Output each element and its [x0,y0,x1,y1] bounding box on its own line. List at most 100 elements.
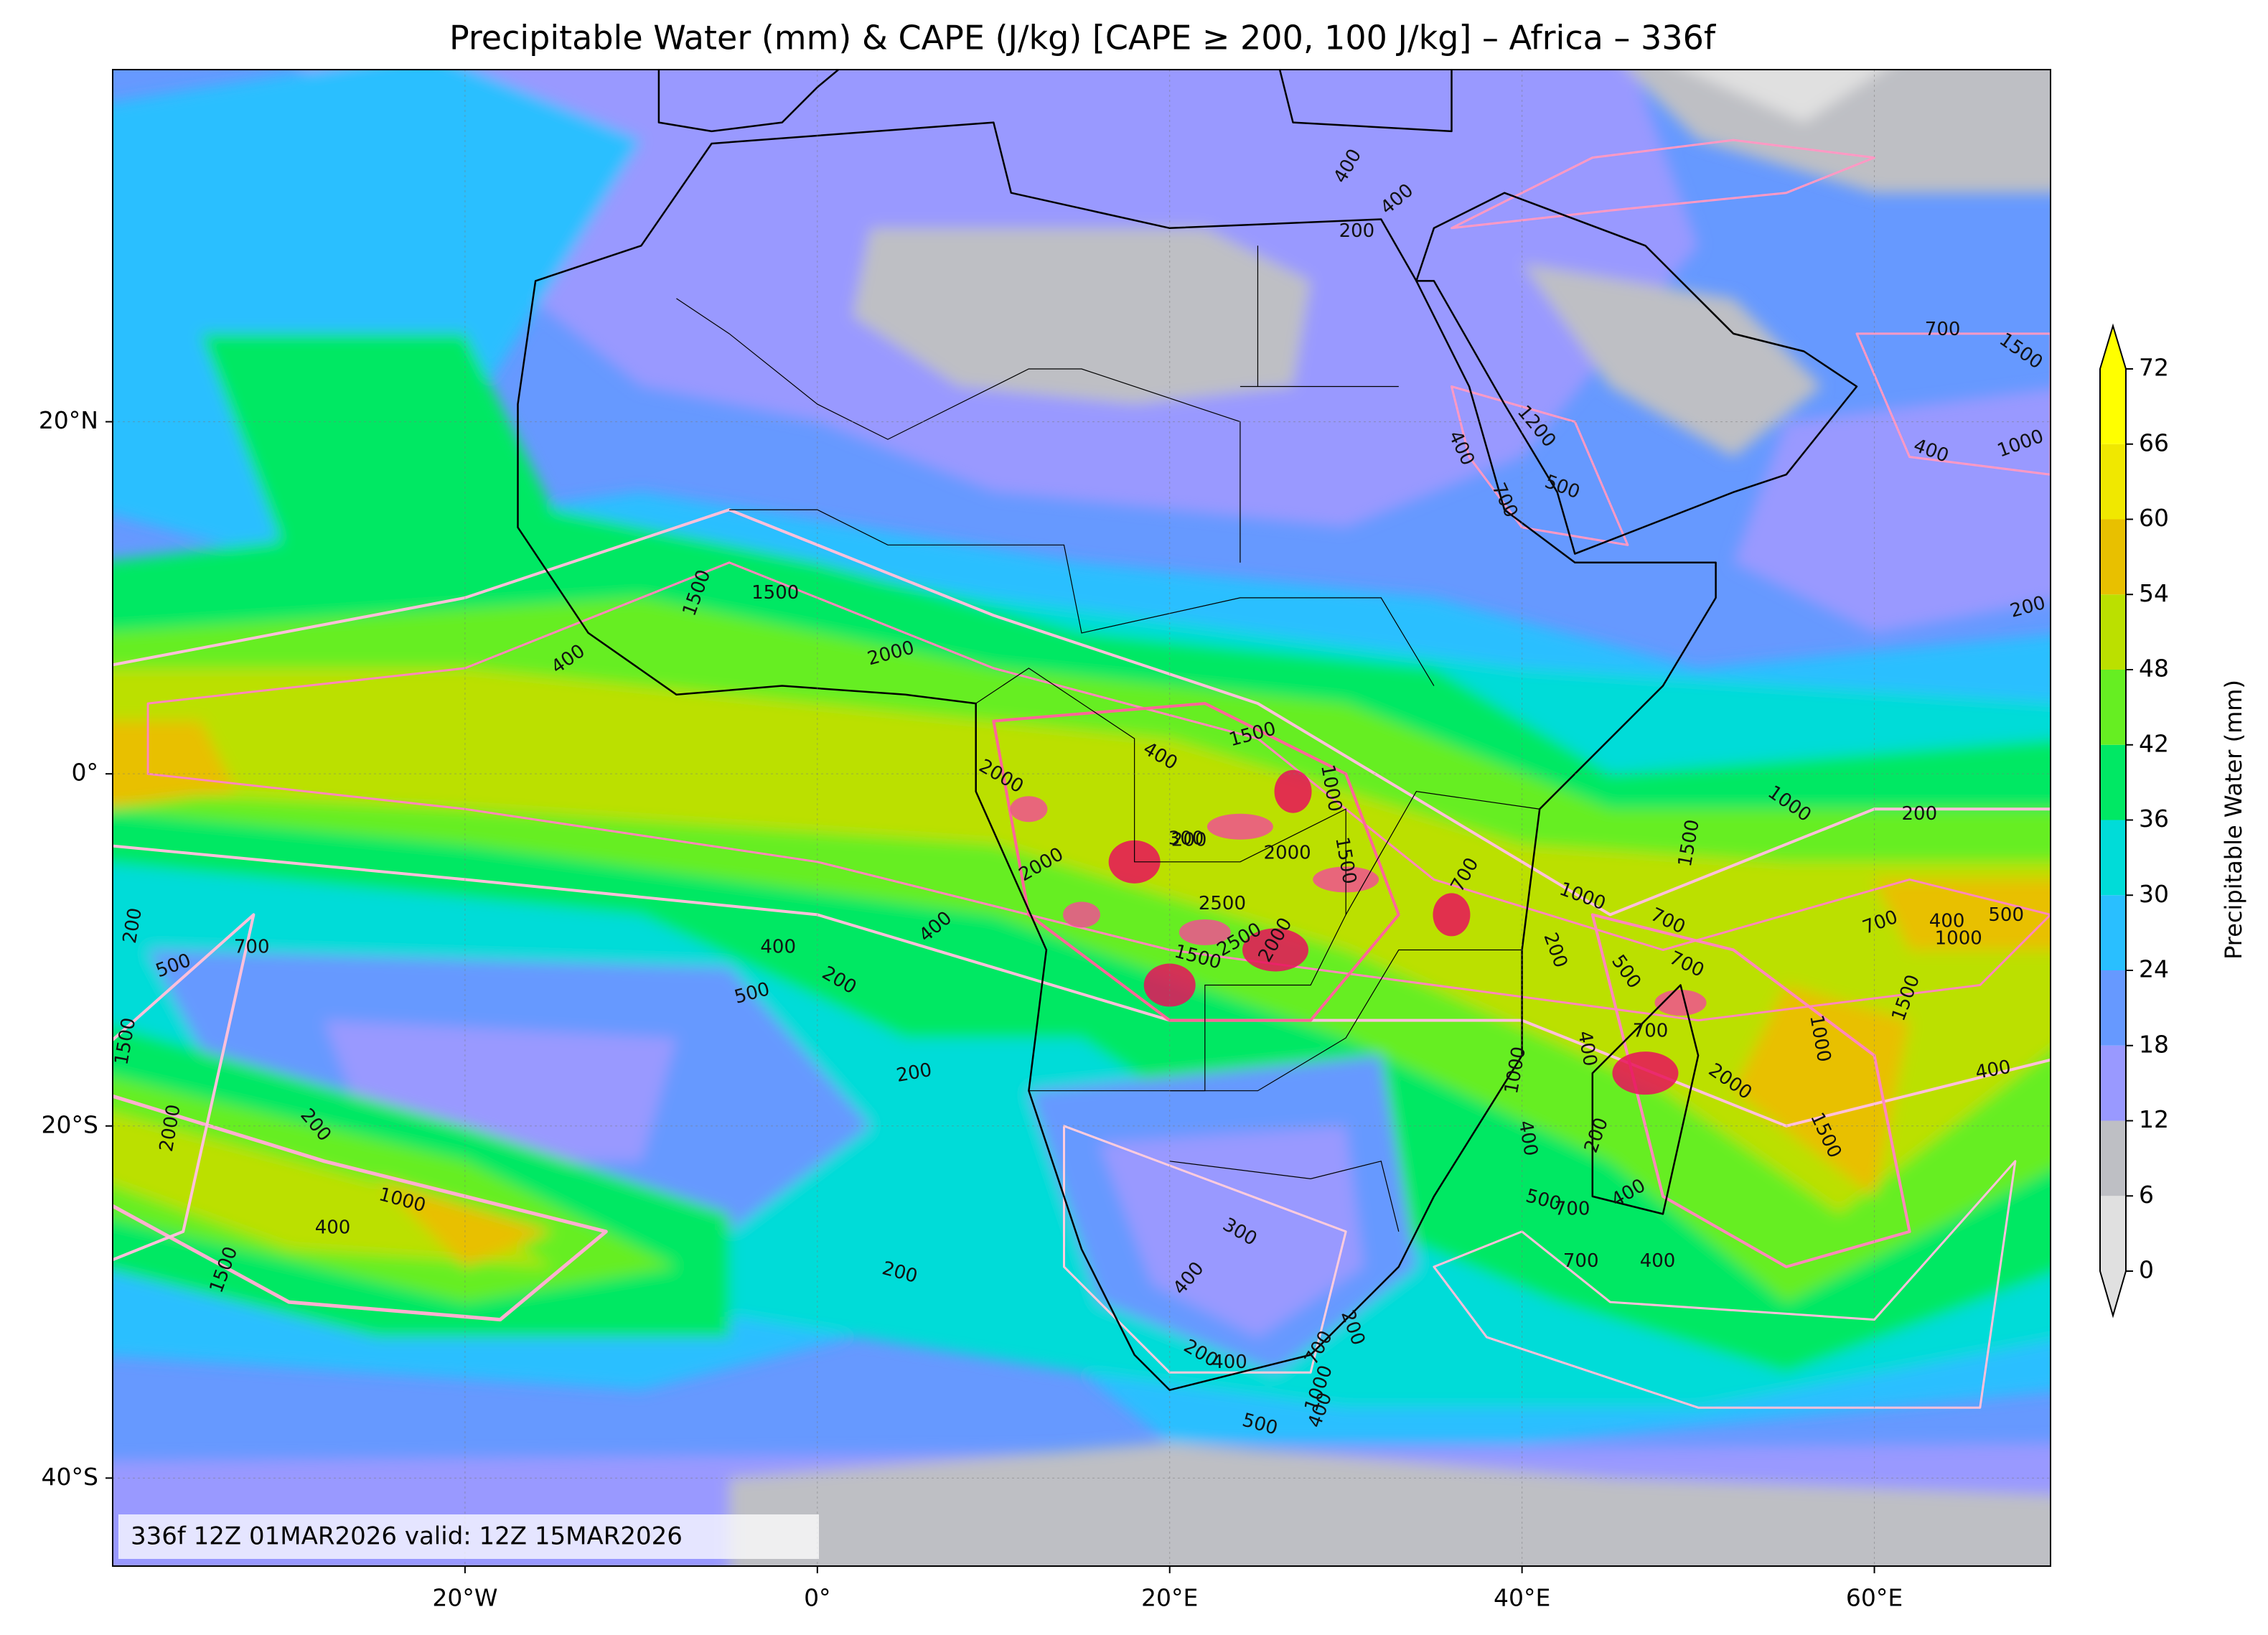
contour-label: 300 [1168,828,1204,849]
pw-region [113,721,236,807]
footer-box [118,1514,819,1559]
pw-region [1733,985,1910,1196]
contour-label: 400 [760,937,796,958]
contour-label: 200 [1171,829,1207,851]
colorbar-segment [2100,820,2126,896]
x-tick-label: 40°E [1494,1584,1550,1612]
contour-label: 400 [1212,1351,1247,1373]
colorbar-tick-label: 72 [2139,354,2169,382]
x-tick-label: 20°W [432,1584,497,1612]
border [676,298,1241,563]
cape-contours [113,139,2051,1409]
contour-label: 500 [1988,904,2024,926]
cape-core [1274,769,1312,813]
footer: 336f 12Z 01MAR2026 valid: 12Z 15MAR2026 [131,1522,683,1551]
pw-region [729,1443,2051,1566]
cape-contour [1433,1160,2017,1409]
colorbar-tick-label: 60 [2139,504,2169,532]
colorbar-tick-label: 30 [2139,880,2169,908]
contour-label: 400 [1929,910,1965,932]
colorbar-segment [2100,369,2126,444]
borders [676,245,1540,1232]
y-tick-label: 20°S [42,1110,98,1138]
pw-region [1627,70,2051,193]
contour-label: 1500 [751,582,799,604]
x-tick-label: 60°E [1846,1584,1903,1612]
pw-region [1522,263,1822,457]
pw-region [377,1179,553,1267]
cape-core [1206,813,1273,840]
colorbar-tick-label: 42 [2139,729,2169,757]
cape-contour [113,1094,608,1322]
colorbar-tick-label: 48 [2139,655,2169,683]
colorbar-segment [2100,744,2126,820]
contour-label: 200 [1901,803,1937,825]
border [1169,949,1522,1092]
colorbar-tick-label: 12 [2139,1105,2169,1133]
x-tick-label: 0° [804,1584,831,1612]
cape-contour [113,508,2051,1128]
colorbar-tick-label: 24 [2139,955,2169,983]
y-tick-label: 20°N [39,406,98,434]
pw-region [1099,1125,1364,1338]
colorbar-extend-max [2100,326,2126,369]
coastline [517,121,1717,1391]
colorbar-segment [2100,594,2126,670]
contour-label: 700 [234,937,270,958]
cape-core [1010,796,1048,823]
coastline [1591,984,1700,1215]
contour-label: 700 [1633,1020,1669,1041]
colorbar-segment [2100,970,2126,1046]
cape-core [1654,990,1707,1016]
border [1345,791,1540,915]
colorbar: 0 6 12 18 24 30 36 42 48 54 60 66 72 [2099,323,2169,1318]
cape-contour [992,702,1400,1022]
contour-label: 700 [1555,1198,1590,1219]
colorbar-tick-label: 66 [2139,428,2169,456]
pw-region [200,333,553,563]
border [729,509,1435,686]
cape-contour [1451,385,1629,546]
contour-label: 1000 [1935,927,1982,949]
contour-label: 400 [315,1217,351,1239]
colorbar-segment [2100,519,2126,595]
colorbar-segment [2100,1120,2126,1196]
contour-label: 700 [1563,1250,1599,1272]
cape-contour [113,913,256,1262]
pw-region [1874,879,2051,950]
pw-region [852,228,1311,405]
contour-label: 400 [1640,1250,1676,1272]
colorbar-label: Precipitable Water (mm) [2220,680,2247,960]
cape-core [1612,1051,1679,1095]
contour-label: 2000 [1264,843,1311,864]
border [1169,1161,1400,1232]
cape-core [1178,919,1231,945]
colorbar-segment [2100,670,2126,745]
colorbar-segment [2100,895,2126,970]
contour-label: 2500 [1199,893,1246,914]
contour-label: 700 [1925,319,1961,340]
colorbar-tick-label: 54 [2139,579,2169,607]
cape-core [1063,901,1100,928]
border [975,667,1346,1092]
cape-contour [1451,139,1875,230]
coastline [657,70,840,133]
colorbar-tick-label: 6 [2139,1181,2154,1209]
colorbar-tick-label: 36 [2139,805,2169,833]
pw-region [1733,388,2051,633]
y-tick-label: 0° [72,759,99,787]
colorbar-tick-label: 18 [2139,1030,2169,1058]
pw-region [1684,70,1883,123]
colorbar-segment [2100,1196,2126,1271]
colorbar-segment [2100,444,2126,520]
cape-contour [1855,332,2051,476]
x-tick-label: 20°E [1141,1584,1198,1612]
map-frame [112,69,2051,1567]
y-tick-label: 40°S [42,1463,98,1491]
cape-contour [146,561,2051,1022]
title: Precipitable Water (mm) & CAPE (J/kg) [C… [449,19,1717,57]
map [113,70,2051,1566]
pw-region [113,668,2051,1214]
